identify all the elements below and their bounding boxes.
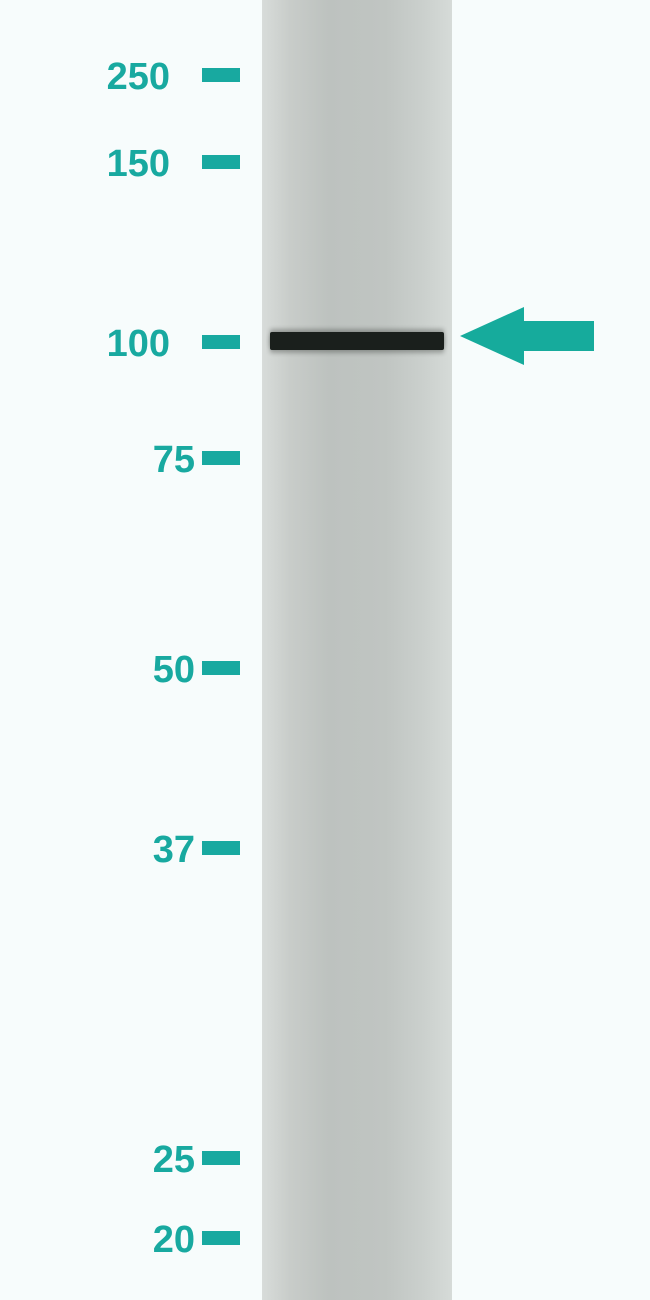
- marker-label-50: 50: [95, 649, 195, 692]
- marker-dash-250: [202, 68, 240, 82]
- marker-dash-25: [202, 1151, 240, 1165]
- arrow-shaft: [524, 321, 594, 351]
- protein-band: [270, 332, 444, 350]
- marker-label-37: 37: [95, 829, 195, 872]
- marker-dash-50: [202, 661, 240, 675]
- marker-dash-75: [202, 451, 240, 465]
- marker-label-250: 250: [70, 56, 170, 99]
- marker-dash-20: [202, 1231, 240, 1245]
- marker-dash-150: [202, 155, 240, 169]
- gel-lane: [262, 0, 452, 1300]
- marker-dash-100: [202, 335, 240, 349]
- marker-label-25: 25: [95, 1139, 195, 1182]
- marker-dash-37: [202, 841, 240, 855]
- marker-label-75: 75: [95, 439, 195, 482]
- marker-label-100: 100: [70, 323, 170, 366]
- arrow-head: [460, 307, 524, 365]
- marker-label-20: 20: [95, 1219, 195, 1262]
- blot-container: 250 150 100 75 50 37 25 20: [0, 0, 650, 1300]
- marker-label-150: 150: [70, 143, 170, 186]
